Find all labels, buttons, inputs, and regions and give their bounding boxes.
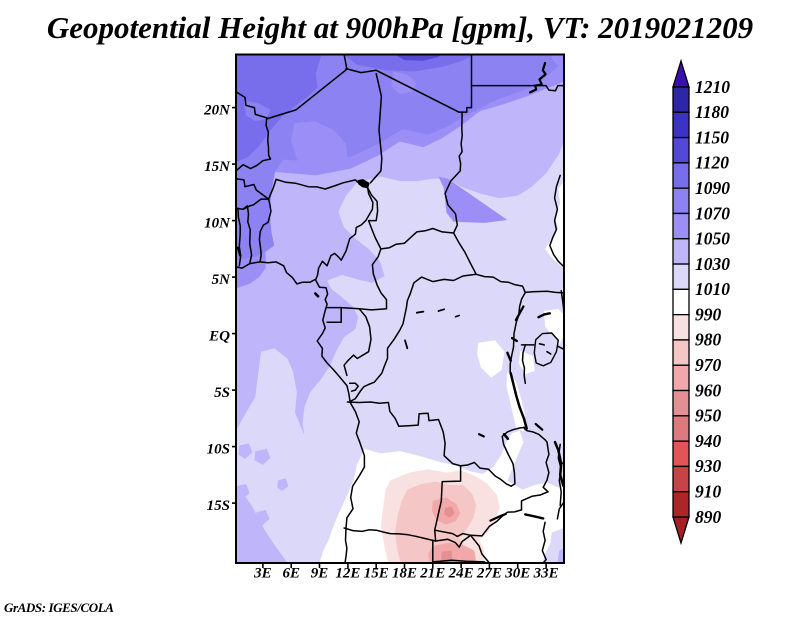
svg-text:EQ: EQ bbox=[208, 329, 230, 345]
svg-text:1090: 1090 bbox=[695, 178, 730, 198]
svg-text:21E: 21E bbox=[419, 566, 445, 582]
svg-text:1210: 1210 bbox=[695, 77, 730, 97]
svg-text:910: 910 bbox=[695, 482, 722, 502]
svg-text:15N: 15N bbox=[204, 159, 231, 175]
svg-text:10N: 10N bbox=[204, 216, 231, 232]
svg-text:10S: 10S bbox=[207, 442, 230, 458]
svg-text:930: 930 bbox=[695, 456, 722, 476]
svg-text:15E: 15E bbox=[364, 566, 389, 582]
svg-text:24E: 24E bbox=[448, 566, 474, 582]
svg-text:27E: 27E bbox=[476, 566, 502, 582]
svg-text:3E: 3E bbox=[253, 566, 272, 582]
svg-text:970: 970 bbox=[695, 355, 722, 375]
svg-text:5N: 5N bbox=[212, 272, 232, 288]
svg-text:9E: 9E bbox=[311, 566, 329, 582]
svg-text:18E: 18E bbox=[392, 566, 417, 582]
svg-text:15S: 15S bbox=[207, 498, 230, 514]
svg-text:940: 940 bbox=[695, 431, 722, 451]
svg-text:1010: 1010 bbox=[695, 279, 730, 299]
svg-text:1120: 1120 bbox=[695, 153, 729, 173]
svg-text:5S: 5S bbox=[214, 385, 230, 401]
svg-text:30E: 30E bbox=[504, 566, 530, 582]
svg-text:20N: 20N bbox=[203, 103, 231, 119]
svg-text:960: 960 bbox=[695, 380, 722, 400]
svg-text:990: 990 bbox=[695, 304, 722, 324]
svg-text:1180: 1180 bbox=[695, 102, 729, 122]
svg-text:6E: 6E bbox=[282, 566, 300, 582]
svg-text:950: 950 bbox=[695, 406, 722, 426]
svg-text:12E: 12E bbox=[335, 566, 360, 582]
svg-text:890: 890 bbox=[695, 507, 722, 527]
svg-text:1050: 1050 bbox=[695, 229, 730, 249]
svg-text:1070: 1070 bbox=[695, 203, 730, 223]
svg-text:1150: 1150 bbox=[695, 127, 729, 147]
svg-text:1030: 1030 bbox=[695, 254, 730, 274]
svg-text:33E: 33E bbox=[533, 566, 559, 582]
svg-text:980: 980 bbox=[695, 330, 722, 350]
